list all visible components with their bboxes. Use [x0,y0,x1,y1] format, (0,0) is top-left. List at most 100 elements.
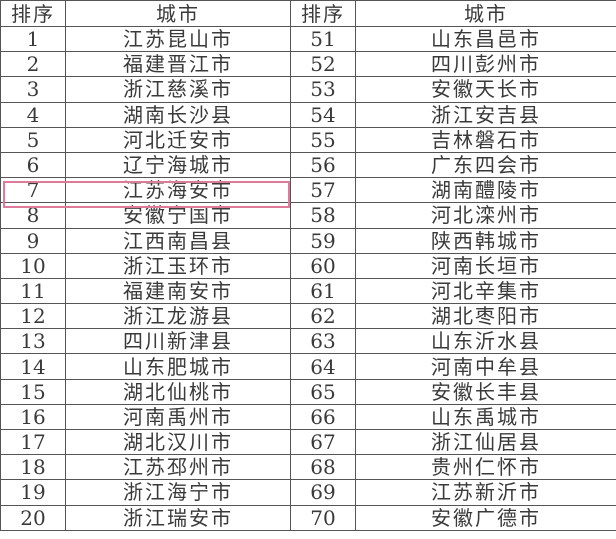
city-cell: 浙江慈溪市 [65,76,291,103]
city-cell: 河南禹州市 [65,403,291,431]
rank-cell: 51 [290,25,356,53]
city-cell: 湖北汉川市 [65,428,291,456]
table-row: 17 湖北汉川市 67 浙江仙居县 [0,428,616,456]
rank-cell: 13 [0,328,66,355]
city-cell: 安徽宁国市 [65,202,291,229]
city-cell: 湖北仙桃市 [65,378,291,405]
rank-cell: 65 [290,378,356,405]
city-cell: 河北辛集市 [355,277,616,305]
table-row: 3 浙江慈溪市 53 安徽天长市 [0,76,616,103]
city-cell: 山东沂水县 [355,328,616,355]
city-cell: 河南长垣市 [355,252,616,279]
rank-cell: 17 [0,428,66,456]
header-rank: 排序 [0,0,66,27]
city-cell: 吉林磐石市 [355,126,616,153]
rank-cell: 53 [290,76,356,103]
city-cell: 浙江瑞安市 [65,504,291,531]
header-city: 城市 [65,0,291,27]
city-cell: 山东昌邑市 [355,25,616,53]
rank-cell: 57 [290,177,356,204]
city-cell: 四川彭州市 [355,51,616,78]
table-row: 19 浙江海宁市 69 江苏新沂市 [0,479,616,506]
rank-cell: 6 [0,151,66,179]
table-row: 10 浙江玉环市 60 河南长垣市 [0,252,616,279]
rank-cell: 12 [0,303,66,330]
table-row: 5 河北迁安市 55 吉林磐石市 [0,126,616,153]
rank-cell: 52 [290,51,356,78]
rank-cell: 2 [0,51,66,78]
table-row: 9 江西南昌县 59 陕西韩城市 [0,227,616,254]
rank-cell: 54 [290,101,356,128]
city-cell: 湖北枣阳市 [355,303,616,330]
rank-cell: 9 [0,227,66,254]
city-cell: 安徽广德市 [355,504,616,531]
rank-cell: 59 [290,227,356,254]
city-cell: 四川新津县 [65,328,291,355]
city-cell: 山东肥城市 [65,353,291,380]
city-cell: 辽宁海城市 [65,151,291,179]
rank-cell: 62 [290,303,356,330]
city-cell: 陕西韩城市 [355,227,616,254]
city-cell: 江苏海安市 [65,177,291,204]
city-cell: 江西南昌县 [65,227,291,254]
rank-cell: 63 [290,328,356,355]
table-row: 12 浙江龙游县 62 湖北枣阳市 [0,303,616,330]
rank-cell: 3 [0,76,66,103]
rank-cell: 15 [0,378,66,405]
rank-cell: 16 [0,403,66,431]
city-cell: 安徽天长市 [355,76,616,103]
rank-cell: 20 [0,504,66,531]
rank-cell: 64 [290,353,356,380]
city-cell: 浙江海宁市 [65,479,291,506]
table-row: 4 湖南长沙县 54 浙江安吉县 [0,101,616,128]
rank-cell: 19 [0,479,66,506]
city-cell: 河北迁安市 [65,126,291,153]
rank-cell: 10 [0,252,66,279]
rank-cell: 56 [290,151,356,179]
rank-cell: 58 [290,202,356,229]
table-row: 8 安徽宁国市 58 河北滦州市 [0,202,616,229]
table-row: 11 福建南安市 61 河北辛集市 [0,277,616,305]
header-city: 城市 [355,0,616,27]
rank-cell: 18 [0,454,66,481]
city-cell: 贵州仁怀市 [355,454,616,481]
table-row: 18 江苏邳州市 68 贵州仁怀市 [0,454,616,481]
city-cell: 浙江仙居县 [355,428,616,456]
rank-cell: 4 [0,101,66,128]
rank-cell: 11 [0,277,66,305]
rank-cell: 14 [0,353,66,380]
city-cell: 河南中牟县 [355,353,616,380]
rank-cell: 5 [0,126,66,153]
city-cell: 福建南安市 [65,277,291,305]
header-row: 排序 城市 排序 城市 [0,0,616,27]
header-rank: 排序 [290,0,356,27]
city-cell: 浙江龙游县 [65,303,291,330]
rank-cell: 1 [0,25,66,53]
city-cell: 福建晋江市 [65,51,291,78]
city-cell: 江苏邳州市 [65,454,291,481]
rank-cell: 67 [290,428,356,456]
rank-cell: 61 [290,277,356,305]
table-row: 16 河南禹州市 66 山东禹城市 [0,403,616,431]
city-cell: 江苏昆山市 [65,25,291,53]
table-row: 2 福建晋江市 52 四川彭州市 [0,51,616,78]
table-row: 1 江苏昆山市 51 山东昌邑市 [0,25,616,53]
rank-cell: 70 [290,504,356,531]
city-cell: 山东禹城市 [355,403,616,431]
city-cell: 浙江安吉县 [355,101,616,128]
city-cell: 河北滦州市 [355,202,616,229]
rank-cell: 55 [290,126,356,153]
city-cell: 湖南醴陵市 [355,177,616,204]
city-cell: 湖南长沙县 [65,101,291,128]
rank-cell: 68 [290,454,356,481]
rank-cell: 8 [0,202,66,229]
table-row: 14 山东肥城市 64 河南中牟县 [0,353,616,380]
table-row: 20 浙江瑞安市 70 安徽广德市 [0,504,616,531]
city-cell: 江苏新沂市 [355,479,616,506]
table-row: 7 江苏海安市 57 湖南醴陵市 [0,177,616,204]
city-cell: 广东四会市 [355,151,616,179]
rank-cell: 69 [290,479,356,506]
city-cell: 安徽长丰县 [355,378,616,405]
city-cell: 浙江玉环市 [65,252,291,279]
